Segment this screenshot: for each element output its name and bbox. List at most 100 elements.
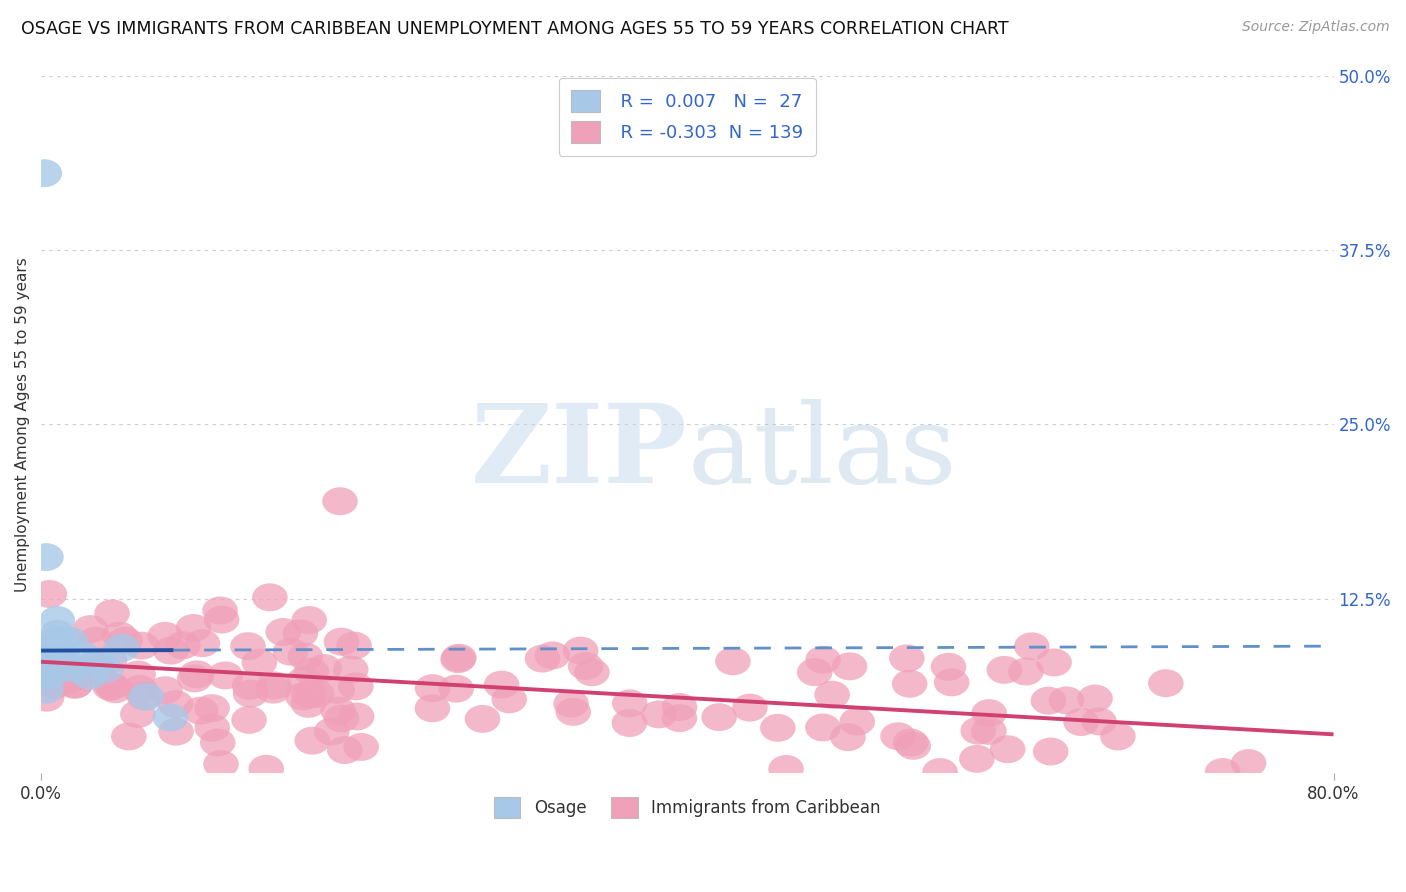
- Text: OSAGE VS IMMIGRANTS FROM CARIBBEAN UNEMPLOYMENT AMONG AGES 55 TO 59 YEARS CORREL: OSAGE VS IMMIGRANTS FROM CARIBBEAN UNEMP…: [21, 20, 1008, 37]
- Ellipse shape: [42, 644, 77, 672]
- Ellipse shape: [202, 597, 238, 624]
- Ellipse shape: [288, 643, 323, 671]
- Ellipse shape: [1008, 657, 1043, 685]
- Ellipse shape: [716, 648, 751, 675]
- Ellipse shape: [128, 682, 165, 711]
- Ellipse shape: [291, 690, 326, 718]
- Text: atlas: atlas: [688, 399, 957, 506]
- Ellipse shape: [761, 714, 796, 742]
- Ellipse shape: [28, 676, 63, 704]
- Ellipse shape: [336, 632, 371, 659]
- Ellipse shape: [30, 655, 65, 682]
- Ellipse shape: [233, 680, 269, 707]
- Ellipse shape: [641, 700, 676, 729]
- Ellipse shape: [179, 660, 215, 689]
- Ellipse shape: [31, 580, 67, 608]
- Ellipse shape: [124, 632, 159, 659]
- Ellipse shape: [612, 709, 647, 737]
- Ellipse shape: [893, 729, 928, 756]
- Ellipse shape: [242, 648, 277, 676]
- Ellipse shape: [415, 694, 450, 723]
- Ellipse shape: [73, 615, 108, 643]
- Ellipse shape: [343, 733, 380, 761]
- Ellipse shape: [58, 671, 93, 698]
- Ellipse shape: [1077, 684, 1112, 713]
- Ellipse shape: [153, 704, 188, 731]
- Ellipse shape: [256, 672, 292, 699]
- Ellipse shape: [48, 648, 83, 676]
- Ellipse shape: [194, 714, 231, 741]
- Ellipse shape: [38, 648, 73, 676]
- Ellipse shape: [93, 673, 128, 700]
- Ellipse shape: [896, 732, 931, 760]
- Ellipse shape: [52, 665, 87, 693]
- Ellipse shape: [294, 657, 329, 686]
- Ellipse shape: [42, 627, 79, 655]
- Y-axis label: Unemployment Among Ages 55 to 59 years: Unemployment Among Ages 55 to 59 years: [15, 257, 30, 592]
- Ellipse shape: [72, 662, 107, 690]
- Ellipse shape: [204, 750, 239, 778]
- Ellipse shape: [42, 666, 77, 694]
- Ellipse shape: [232, 672, 267, 700]
- Ellipse shape: [889, 644, 925, 673]
- Ellipse shape: [1149, 669, 1184, 698]
- Ellipse shape: [662, 704, 697, 732]
- Ellipse shape: [339, 703, 374, 731]
- Ellipse shape: [291, 606, 328, 634]
- Ellipse shape: [153, 637, 188, 665]
- Text: Source: ZipAtlas.com: Source: ZipAtlas.com: [1241, 20, 1389, 34]
- Ellipse shape: [322, 487, 357, 516]
- Ellipse shape: [256, 675, 291, 704]
- Ellipse shape: [1230, 749, 1267, 777]
- Legend: Osage, Immigrants from Caribbean: Osage, Immigrants from Caribbean: [486, 790, 887, 824]
- Ellipse shape: [28, 684, 65, 712]
- Ellipse shape: [960, 717, 995, 745]
- Ellipse shape: [959, 745, 994, 772]
- Ellipse shape: [52, 658, 87, 687]
- Ellipse shape: [287, 666, 322, 694]
- Ellipse shape: [534, 641, 571, 669]
- Ellipse shape: [27, 160, 62, 187]
- Ellipse shape: [337, 673, 374, 700]
- Ellipse shape: [28, 543, 63, 571]
- Ellipse shape: [321, 697, 356, 724]
- Ellipse shape: [702, 703, 737, 731]
- Ellipse shape: [32, 634, 69, 662]
- Ellipse shape: [165, 632, 201, 659]
- Ellipse shape: [574, 658, 610, 686]
- Ellipse shape: [891, 670, 928, 698]
- Ellipse shape: [184, 629, 221, 657]
- Ellipse shape: [80, 648, 115, 676]
- Ellipse shape: [35, 648, 70, 676]
- Ellipse shape: [797, 658, 832, 686]
- Ellipse shape: [101, 622, 138, 649]
- Ellipse shape: [291, 681, 326, 708]
- Ellipse shape: [39, 620, 75, 648]
- Ellipse shape: [208, 662, 243, 690]
- Ellipse shape: [107, 627, 143, 655]
- Text: ZIP: ZIP: [471, 399, 688, 506]
- Ellipse shape: [484, 671, 519, 698]
- Ellipse shape: [285, 682, 321, 710]
- Ellipse shape: [32, 655, 69, 682]
- Ellipse shape: [524, 645, 560, 673]
- Ellipse shape: [80, 657, 115, 685]
- Ellipse shape: [333, 656, 368, 683]
- Ellipse shape: [880, 723, 915, 750]
- Ellipse shape: [52, 627, 89, 655]
- Ellipse shape: [120, 700, 156, 728]
- Ellipse shape: [987, 656, 1022, 684]
- Ellipse shape: [439, 674, 474, 703]
- Ellipse shape: [972, 699, 1007, 727]
- Ellipse shape: [832, 652, 868, 681]
- Ellipse shape: [1099, 723, 1136, 750]
- Ellipse shape: [58, 670, 93, 698]
- Ellipse shape: [31, 662, 67, 690]
- Ellipse shape: [157, 690, 193, 718]
- Ellipse shape: [121, 661, 156, 689]
- Ellipse shape: [568, 652, 603, 680]
- Ellipse shape: [39, 606, 75, 634]
- Ellipse shape: [266, 618, 301, 646]
- Ellipse shape: [148, 676, 183, 704]
- Ellipse shape: [56, 655, 91, 682]
